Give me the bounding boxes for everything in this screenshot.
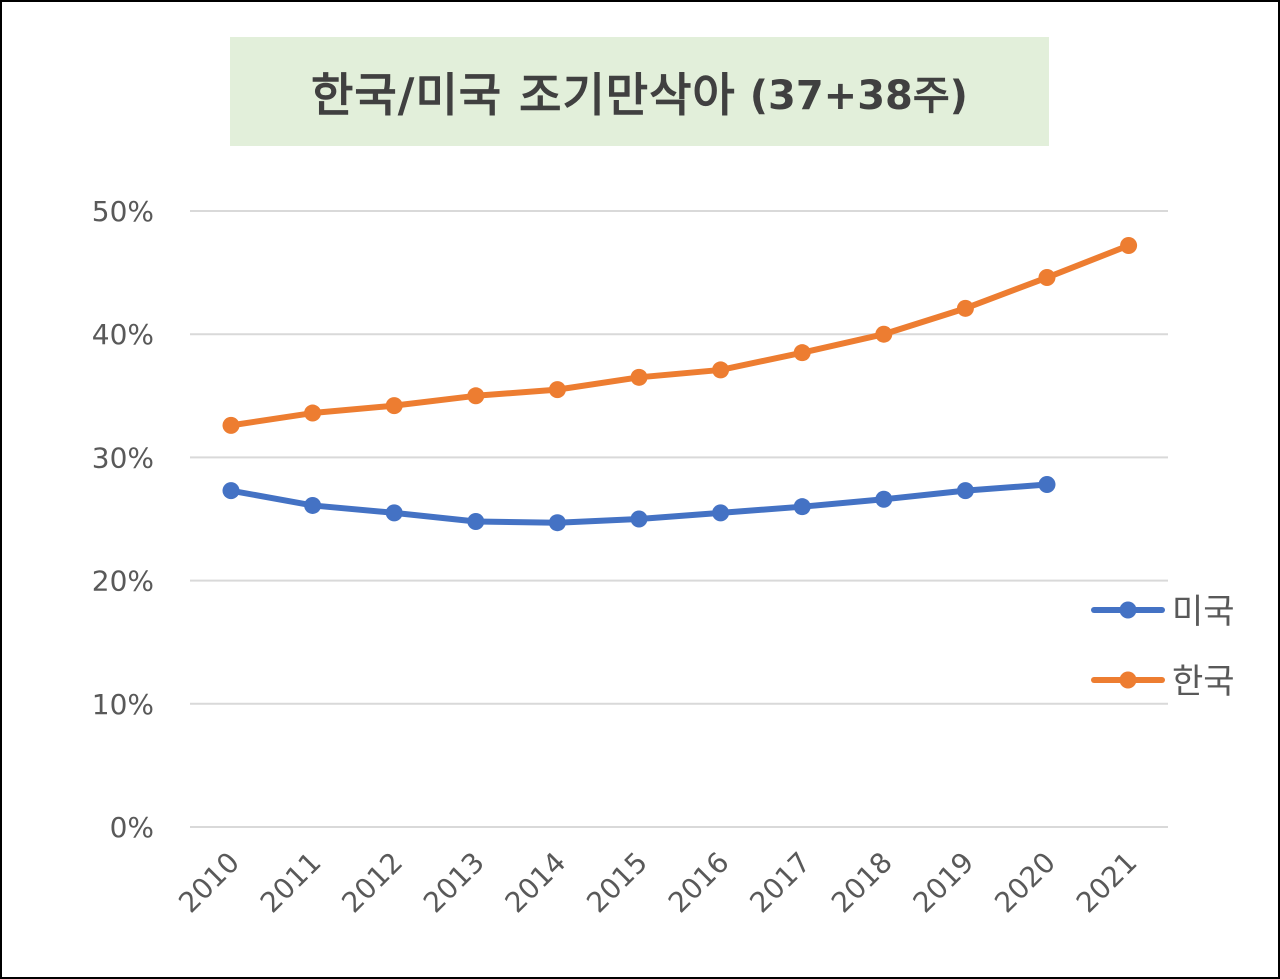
x-tick-label: 2013 [417, 846, 491, 920]
data-point [630, 368, 648, 386]
data-point [548, 514, 566, 532]
data-point [956, 299, 974, 317]
x-tick-label: 2016 [662, 846, 736, 920]
y-tick-label: 10% [92, 688, 154, 721]
x-tick-label: 2010 [172, 846, 246, 920]
y-tick-label: 40% [92, 318, 154, 351]
data-point [1120, 236, 1138, 254]
series-line-1 [228, 242, 1132, 429]
legend-label-0: 미국 [1172, 592, 1235, 632]
data-point [956, 482, 974, 500]
data-point [222, 482, 240, 500]
chart-subtitle: (37+38주) [749, 72, 968, 119]
data-point [712, 361, 730, 379]
x-tick-label: 2017 [743, 846, 817, 920]
chart-title: 한국/미국 조기만삭아 [311, 67, 736, 122]
data-point [467, 387, 485, 405]
y-tick-label: 50% [92, 195, 154, 228]
x-tick-label: 2020 [988, 846, 1062, 920]
y-tick-label: 0% [110, 811, 154, 844]
y-axis-ticks: 0% 10% 20% 30% 40% 50% [92, 195, 154, 844]
data-point [467, 512, 485, 530]
x-tick-label: 2014 [499, 846, 573, 920]
x-tick-label: 2018 [825, 846, 899, 920]
y-tick-label: 30% [92, 441, 154, 474]
x-axis-ticks: 2010 2011 2012 2013 2014 2015 2016 2017 2018 2019… [172, 846, 1143, 920]
data-point [385, 397, 403, 415]
legend-label-1: 한국 [1172, 662, 1235, 702]
data-point [1038, 269, 1056, 287]
data-point [875, 490, 893, 508]
data-point [793, 344, 811, 362]
data-point [875, 325, 893, 343]
data-point [385, 504, 403, 522]
data-point [548, 381, 566, 399]
data-point [630, 510, 648, 528]
data-point [793, 498, 811, 516]
x-tick-label: 2019 [907, 846, 981, 920]
chart-title-box: 한국/미국 조기만삭아 (37+38주) [230, 37, 1049, 146]
x-tick-label: 2015 [580, 846, 654, 920]
data-point [304, 496, 322, 514]
x-tick-label: 2012 [335, 846, 409, 920]
legend-marker-1 [1119, 671, 1137, 689]
data-point [712, 504, 730, 522]
data-point [304, 404, 322, 422]
grid-lines [190, 210, 1168, 828]
data-point [222, 416, 240, 434]
data-point [1038, 476, 1056, 494]
x-tick-label: 2011 [254, 846, 328, 920]
x-tick-label: 2021 [1070, 846, 1144, 920]
legend-marker-0 [1119, 601, 1137, 619]
y-tick-label: 20% [92, 565, 154, 598]
series-group [222, 236, 1138, 532]
